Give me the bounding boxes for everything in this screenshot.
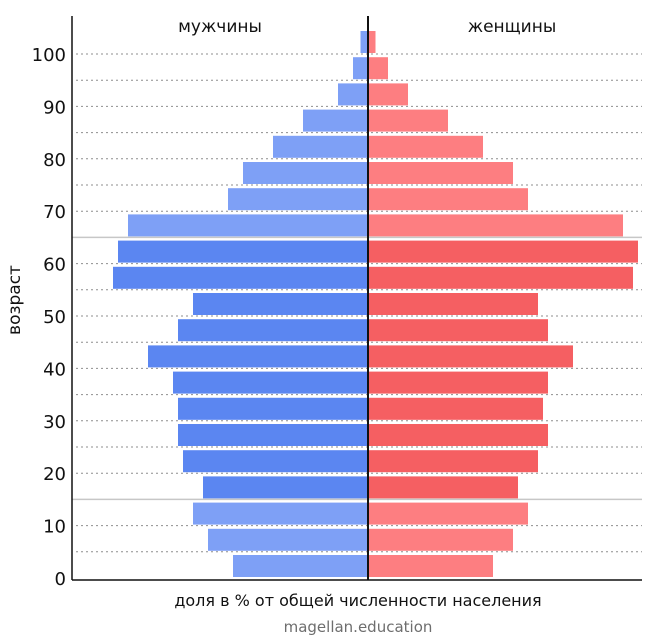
x-axis-label: доля в % от общей численности населения: [174, 591, 541, 610]
bar-female-20-24: [368, 450, 538, 473]
bar-male-50-54: [193, 293, 368, 315]
bar-male-5-9: [208, 528, 368, 551]
y-tick-label: 10: [43, 517, 66, 538]
y-tick-label: 60: [43, 255, 66, 276]
bar-male-30-34: [178, 397, 368, 420]
bar-male-15-19: [203, 476, 368, 499]
bar-female-95-99: [368, 57, 388, 80]
bar-male-100+: [360, 31, 368, 53]
bar-male-75-79: [243, 162, 368, 184]
bar-male-85-89: [303, 109, 368, 132]
bar-male-25-29: [178, 424, 368, 446]
bar-female-60-64: [368, 240, 638, 263]
bar-female-70-74: [368, 188, 528, 211]
bar-female-25-29: [368, 424, 548, 446]
bar-female-15-19: [368, 476, 518, 499]
bar-female-5-9: [368, 528, 513, 551]
y-tick-label: 40: [43, 359, 66, 380]
bar-female-35-39: [368, 371, 548, 394]
bar-male-55-59: [113, 266, 368, 289]
y-tick-label: 100: [32, 45, 66, 66]
y-tick-label: 70: [43, 202, 66, 223]
bar-male-90-94: [338, 83, 368, 106]
y-tick-label: 20: [43, 464, 66, 485]
bar-male-95-99: [353, 57, 368, 80]
bar-female-65-69: [368, 214, 623, 237]
y-axis-label: возраст: [5, 265, 25, 335]
bar-male-35-39: [173, 371, 368, 394]
bar-female-100+: [368, 31, 376, 53]
bar-male-60-64: [118, 240, 368, 263]
bar-female-80-84: [368, 135, 483, 158]
bar-male-65-69: [128, 214, 368, 237]
bar-female-55-59: [368, 266, 633, 289]
bar-male-20-24: [183, 450, 368, 473]
source-label: magellan.education: [284, 618, 433, 636]
bar-male-45-49: [178, 319, 368, 342]
grid-layer: [72, 53, 642, 553]
y-tick-label: 0: [55, 569, 66, 590]
bar-female-50-54: [368, 293, 538, 315]
legend-right-label: женщины: [468, 17, 557, 37]
legend-left-label: мужчины: [178, 17, 262, 37]
y-tick-label: 50: [43, 307, 66, 328]
bar-male-40-44: [148, 345, 368, 368]
bar-male-0-4: [233, 555, 368, 577]
bar-male-70-74: [228, 188, 368, 211]
bar-male-10-14: [193, 502, 368, 525]
axes-layer: [71, 16, 642, 581]
bar-female-40-44: [368, 345, 573, 368]
y-tick-label: 90: [43, 97, 66, 118]
y-tick-labels: 0 10 20 30 40 50 60 70 80 90 100: [32, 45, 66, 590]
bars-layer: [113, 31, 638, 577]
y-tick-label: 80: [43, 150, 66, 171]
bar-female-75-79: [368, 162, 513, 184]
y-tick-label: 30: [43, 412, 66, 433]
bar-female-0-4: [368, 555, 493, 577]
bar-female-45-49: [368, 319, 548, 342]
bar-male-80-84: [273, 135, 368, 158]
bar-female-10-14: [368, 502, 528, 525]
bar-female-90-94: [368, 83, 408, 106]
bar-female-30-34: [368, 397, 543, 420]
bar-female-85-89: [368, 109, 448, 132]
